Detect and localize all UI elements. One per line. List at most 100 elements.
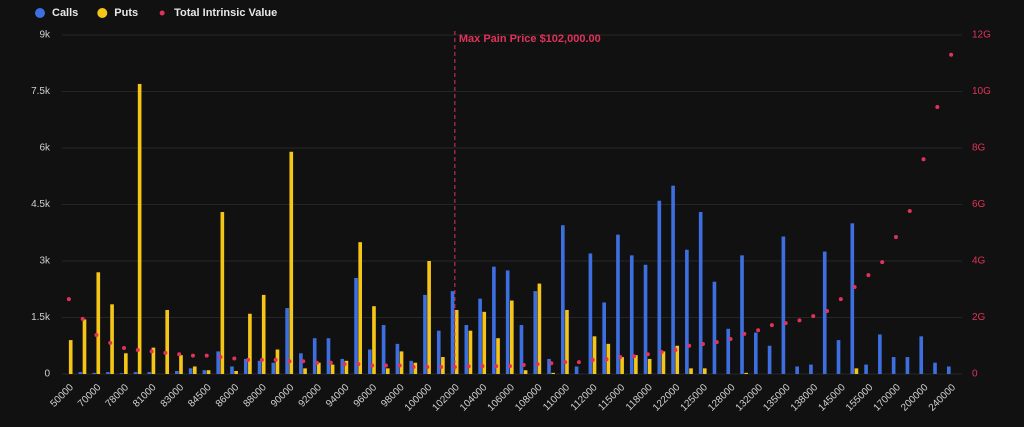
scatter-point — [80, 316, 85, 321]
bar — [385, 368, 390, 374]
bar — [643, 264, 648, 374]
bar — [822, 251, 827, 374]
bar — [271, 362, 276, 374]
scatter-point — [397, 363, 402, 368]
scatter-point — [742, 331, 747, 336]
bar — [712, 281, 717, 374]
scatter-point — [287, 359, 292, 364]
bar — [230, 366, 234, 374]
y-tick-label: 0 — [44, 369, 50, 380]
scatter-point — [645, 352, 650, 357]
bar — [303, 368, 307, 374]
x-tick-label: 128000 — [706, 382, 738, 414]
bar — [464, 325, 469, 374]
x-tick-label: 50000 — [48, 382, 76, 410]
bar — [179, 355, 183, 374]
bar — [206, 370, 211, 374]
scatter-point — [687, 343, 692, 348]
bar — [299, 353, 303, 374]
bar — [399, 351, 404, 374]
bar — [767, 345, 772, 374]
x-tick-label: 115000 — [596, 382, 627, 413]
scatter-point — [673, 347, 678, 352]
bar — [675, 345, 680, 374]
scatter-point — [797, 318, 802, 323]
bar — [330, 364, 335, 374]
scatter-point — [204, 353, 209, 358]
scatter-point — [921, 157, 926, 162]
y2-tick-label: 12G — [972, 30, 991, 41]
y-tick-label: 9k — [39, 30, 51, 41]
scatter-point — [590, 357, 595, 362]
x-tick-label: 132000 — [734, 382, 766, 414]
x-tick-label: 155000 — [844, 382, 876, 414]
bar — [551, 372, 555, 374]
bar — [436, 330, 441, 374]
scatter-point — [370, 363, 375, 368]
x-tick-label: 240000 — [927, 382, 959, 414]
scatter-point — [907, 208, 912, 213]
bar — [878, 334, 882, 374]
scatter-point — [632, 354, 637, 359]
scatter-point — [756, 328, 761, 333]
bar — [124, 353, 128, 374]
scatter-point — [328, 360, 333, 365]
bar — [96, 272, 101, 374]
scatter-point — [838, 297, 843, 302]
scatter-point — [880, 260, 885, 265]
bar — [547, 358, 551, 374]
x-tick-label: 86000 — [214, 382, 242, 410]
scatter-point — [135, 347, 140, 352]
bar — [192, 366, 197, 374]
x-tick-label: 118000 — [624, 382, 655, 413]
legend-label: Total Intrinsic Value — [174, 7, 277, 19]
bar — [519, 325, 524, 374]
scatter-point — [949, 52, 954, 57]
bar — [151, 347, 156, 374]
bar — [698, 212, 703, 374]
scatter-point — [149, 349, 154, 354]
scatter-point — [439, 364, 444, 369]
scatter-point — [935, 105, 940, 110]
legend-marker — [97, 8, 108, 18]
scatter-point — [246, 357, 251, 362]
bar — [147, 372, 152, 374]
bar — [289, 151, 294, 374]
x-tick-label: 135000 — [761, 382, 793, 414]
bar — [275, 349, 280, 374]
bar — [340, 358, 345, 374]
bar — [565, 309, 569, 374]
bar — [326, 338, 331, 374]
y2-tick-label: 8G — [972, 143, 986, 154]
x-tick-label: 78000 — [104, 382, 132, 410]
bar — [620, 357, 624, 374]
bar — [468, 330, 473, 374]
x-tick-label: 90000 — [269, 382, 297, 410]
scatter-point — [825, 309, 830, 314]
bar — [602, 302, 606, 374]
x-tick-label: 104000 — [458, 382, 490, 414]
scatter-point — [811, 314, 816, 319]
x-tick-label: 108000 — [513, 382, 545, 414]
bar — [478, 298, 482, 374]
bar — [450, 291, 455, 374]
bar — [740, 255, 744, 374]
bar — [850, 223, 855, 374]
bar — [685, 249, 689, 374]
bar — [496, 338, 500, 374]
x-tick-label: 84500 — [186, 382, 214, 410]
scatter-point — [728, 336, 733, 341]
bar — [891, 357, 896, 374]
scatter-point — [521, 362, 526, 367]
y2-tick-label: 4G — [972, 256, 986, 267]
bar — [836, 340, 841, 374]
bar — [726, 328, 731, 374]
x-tick-label: 70000 — [76, 382, 104, 410]
scatter-point — [94, 333, 99, 338]
scatter-point — [342, 362, 347, 367]
bar — [592, 336, 597, 374]
bar — [257, 360, 262, 374]
bar — [533, 291, 538, 374]
x-tick-label: 170000 — [872, 382, 904, 414]
